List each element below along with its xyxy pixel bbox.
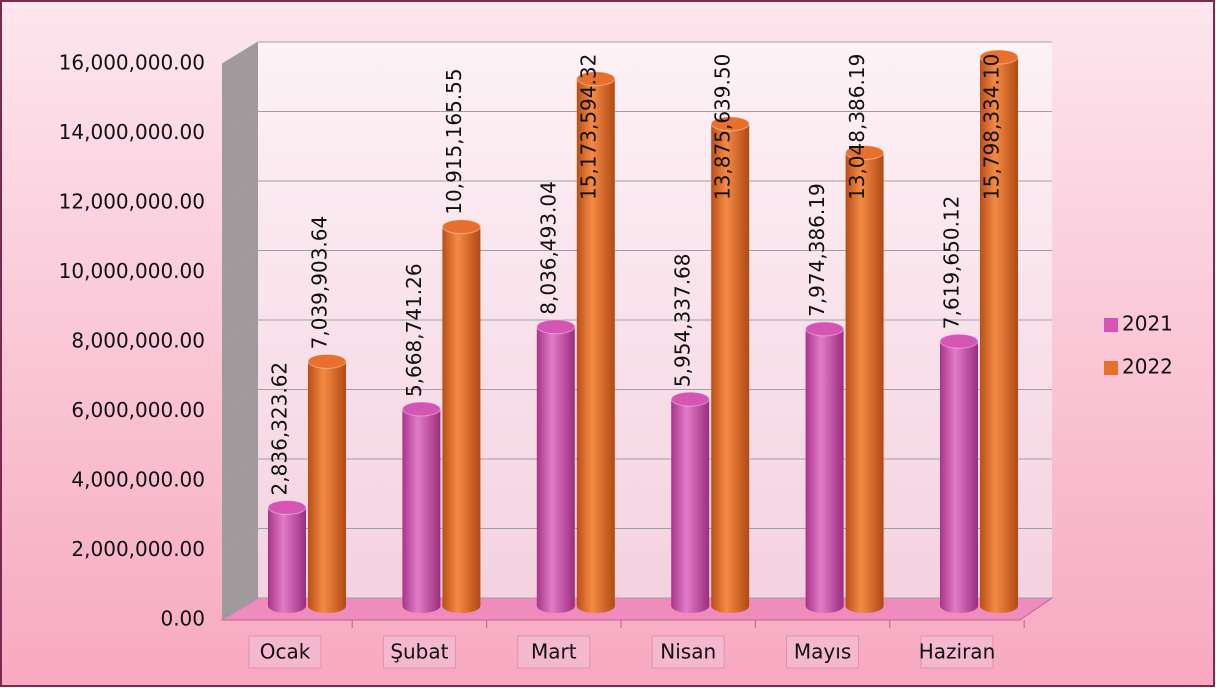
bar xyxy=(402,409,441,606)
bar-top xyxy=(979,49,1019,65)
x-tick-label: Haziran xyxy=(919,640,996,664)
bar xyxy=(308,361,346,606)
bar xyxy=(805,328,844,606)
y-tick-label: 14,000,000.00 xyxy=(59,120,205,144)
x-tick-label: Mart xyxy=(531,640,577,664)
data-label: 8,036,493.04 xyxy=(536,181,560,315)
bar-top xyxy=(307,353,347,369)
x-tick-label: Mayıs xyxy=(794,640,851,664)
y-tick-label: 6,000,000.00 xyxy=(71,398,205,422)
x-tick-box xyxy=(517,635,591,669)
y-tick-label: 2,000,000.00 xyxy=(71,537,205,561)
bar-top xyxy=(536,319,576,335)
x-tick-label: Şubat xyxy=(390,640,448,664)
bar-top xyxy=(267,499,307,515)
bar-top xyxy=(710,116,750,132)
data-label: 7,974,386.19 xyxy=(805,183,829,317)
y-tick-label: 4,000,000.00 xyxy=(71,468,205,492)
bar-top xyxy=(670,391,710,407)
grid-line-side xyxy=(221,180,259,204)
bar xyxy=(671,399,710,606)
bar xyxy=(268,507,306,606)
x-tick-label: Nisan xyxy=(660,640,716,664)
data-label: 7,619,650.12 xyxy=(940,196,964,330)
bar xyxy=(711,123,750,606)
grid-line-side xyxy=(221,597,259,621)
data-label: 5,668,741.26 xyxy=(402,263,426,397)
bar-top xyxy=(576,71,616,87)
data-label: 7,039,903.64 xyxy=(308,216,332,350)
data-label: 2,836,323.62 xyxy=(268,362,292,496)
bar xyxy=(980,57,1018,607)
y-tick-label: 0.00 xyxy=(160,607,205,631)
y-tick-label: 8,000,000.00 xyxy=(71,329,205,353)
bar-top xyxy=(401,401,441,417)
x-tick-box xyxy=(382,635,456,669)
bar xyxy=(845,152,884,606)
grid-line-side xyxy=(221,528,259,551)
x-tick-box xyxy=(786,635,860,669)
bar xyxy=(940,341,978,606)
x-tick-box xyxy=(248,635,322,669)
data-label: 13,875,639.50 xyxy=(711,54,735,200)
legend-label: 2022 xyxy=(1122,355,1173,379)
grid-line-side xyxy=(221,250,259,273)
y-tick-label: 16,000,000.00 xyxy=(59,51,205,75)
y-tick-label: 10,000,000.00 xyxy=(59,259,205,283)
x-tick-box xyxy=(651,635,725,669)
data-label: 10,915,165.55 xyxy=(442,68,466,214)
bar-top xyxy=(845,145,885,161)
data-label: 13,048,386.19 xyxy=(845,54,869,200)
grid-line-side xyxy=(221,389,259,412)
legend-swatch xyxy=(1104,361,1118,375)
grid-line-side xyxy=(221,111,259,134)
x-tick-label: Ocak xyxy=(260,640,311,664)
legend-swatch xyxy=(1104,318,1118,332)
legend-label: 2021 xyxy=(1122,312,1173,336)
grid-line-side xyxy=(221,41,259,65)
y-tick-label: 12,000,000.00 xyxy=(59,190,205,214)
x-tick-box xyxy=(920,635,994,669)
floor xyxy=(220,597,1054,621)
bar xyxy=(442,226,481,606)
data-label: 5,954,337.68 xyxy=(671,253,695,387)
bar-top xyxy=(441,219,481,235)
bar-top xyxy=(939,333,979,349)
data-label: 15,798,334.10 xyxy=(980,54,1004,200)
bar xyxy=(536,326,575,606)
grid-line-side xyxy=(221,458,259,482)
data-label: 15,173,594.32 xyxy=(576,54,600,200)
bar-top xyxy=(805,321,845,337)
bar xyxy=(576,78,615,607)
grid-line-side xyxy=(221,319,259,343)
